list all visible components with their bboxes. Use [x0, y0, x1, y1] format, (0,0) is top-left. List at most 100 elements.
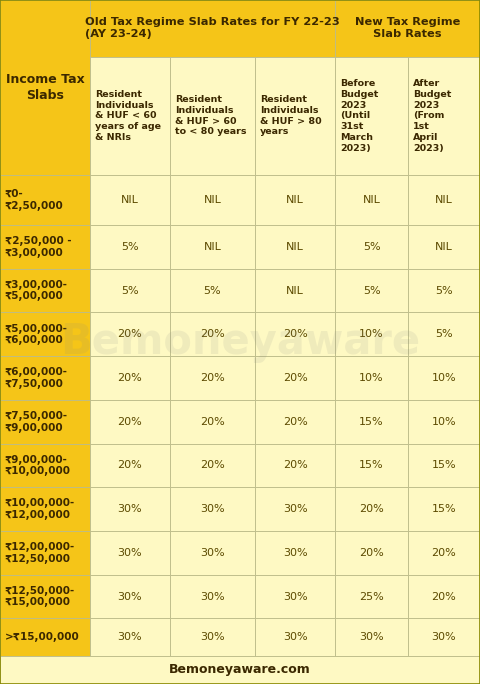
Text: 15%: 15%	[359, 417, 384, 427]
Text: Income Tax
Slabs: Income Tax Slabs	[6, 73, 84, 102]
Bar	[335, 225, 408, 269]
Text: 20%: 20%	[118, 373, 143, 383]
Bar	[0, 269, 90, 313]
Bar	[255, 356, 335, 400]
Bar	[170, 618, 255, 655]
Text: NIL: NIL	[286, 195, 304, 205]
Text: 20%: 20%	[200, 373, 225, 383]
Text: 30%: 30%	[283, 504, 307, 514]
Text: New Tax Regime
Slab Rates: New Tax Regime Slab Rates	[355, 17, 460, 40]
Text: 30%: 30%	[118, 592, 142, 602]
Text: NIL: NIL	[435, 195, 453, 205]
Text: 20%: 20%	[359, 548, 384, 558]
Text: 20%: 20%	[200, 330, 225, 339]
Text: 5%: 5%	[204, 286, 221, 295]
Text: NIL: NIL	[204, 242, 221, 252]
Bar	[170, 175, 255, 225]
Bar	[0, 487, 90, 531]
Text: 30%: 30%	[359, 632, 384, 642]
Bar	[335, 0, 480, 57]
Text: ₹5,00,000-
₹6,00,000: ₹5,00,000- ₹6,00,000	[5, 324, 68, 345]
Text: ₹6,00,000-
₹7,50,000: ₹6,00,000- ₹7,50,000	[5, 367, 68, 389]
Text: 15%: 15%	[359, 460, 384, 471]
Bar	[0, 175, 90, 225]
Text: 5%: 5%	[121, 242, 139, 252]
Bar	[170, 57, 255, 175]
Text: 20%: 20%	[118, 330, 143, 339]
Bar	[0, 531, 90, 575]
Text: 30%: 30%	[118, 632, 142, 642]
Text: 30%: 30%	[200, 632, 225, 642]
Bar	[170, 575, 255, 618]
Text: 20%: 20%	[118, 460, 143, 471]
Text: ₹12,50,000-
₹15,00,000: ₹12,50,000- ₹15,00,000	[5, 586, 75, 607]
Text: 20%: 20%	[283, 460, 307, 471]
Text: 20%: 20%	[283, 330, 307, 339]
Bar	[408, 618, 480, 655]
Text: 30%: 30%	[118, 504, 142, 514]
Text: 5%: 5%	[363, 286, 380, 295]
Bar	[170, 531, 255, 575]
Bar	[170, 356, 255, 400]
Bar	[335, 575, 408, 618]
Bar	[90, 175, 170, 225]
Text: 25%: 25%	[359, 592, 384, 602]
Bar	[408, 487, 480, 531]
Bar	[255, 225, 335, 269]
Text: 30%: 30%	[200, 504, 225, 514]
Text: ₹7,50,000-
₹9,00,000: ₹7,50,000- ₹9,00,000	[5, 411, 68, 432]
Bar	[0, 0, 90, 175]
Bar	[255, 444, 335, 487]
Bar	[255, 313, 335, 356]
Bar	[90, 269, 170, 313]
Text: 30%: 30%	[200, 548, 225, 558]
Bar	[0, 575, 90, 618]
Bar	[170, 225, 255, 269]
Bar	[335, 313, 408, 356]
Text: NIL: NIL	[286, 286, 304, 295]
Bar	[335, 57, 408, 175]
Text: ₹9,00,000-
₹10,00,000: ₹9,00,000- ₹10,00,000	[5, 455, 71, 476]
Text: 20%: 20%	[283, 373, 307, 383]
Text: 20%: 20%	[200, 417, 225, 427]
Bar	[255, 269, 335, 313]
Bar	[408, 269, 480, 313]
Text: Resident
Individuals
& HUF > 60
to < 80 years: Resident Individuals & HUF > 60 to < 80 …	[175, 95, 247, 136]
Bar	[170, 487, 255, 531]
Text: Before
Budget
2023
(Until
31st
March
2023): Before Budget 2023 (Until 31st March 202…	[340, 79, 378, 153]
Bar	[170, 313, 255, 356]
Bar	[90, 575, 170, 618]
Text: 5%: 5%	[363, 242, 380, 252]
Text: 20%: 20%	[359, 504, 384, 514]
Text: ₹0-
₹2,50,000: ₹0- ₹2,50,000	[5, 189, 64, 211]
Bar	[0, 313, 90, 356]
Bar	[90, 0, 335, 57]
Bar	[408, 400, 480, 444]
Bar	[0, 444, 90, 487]
Bar	[335, 444, 408, 487]
Bar	[335, 531, 408, 575]
Bar	[408, 444, 480, 487]
Text: 5%: 5%	[435, 330, 453, 339]
Text: ₹10,00,000-
₹12,00,000: ₹10,00,000- ₹12,00,000	[5, 499, 75, 520]
Bar	[90, 487, 170, 531]
Bar	[335, 487, 408, 531]
Text: 5%: 5%	[435, 286, 453, 295]
Text: NIL: NIL	[204, 195, 221, 205]
Text: 30%: 30%	[118, 548, 142, 558]
Text: Resident
Individuals
& HUF < 60
years of age
& NRIs: Resident Individuals & HUF < 60 years of…	[95, 90, 161, 142]
Text: 10%: 10%	[359, 330, 384, 339]
Bar	[335, 269, 408, 313]
Bar	[408, 175, 480, 225]
Text: NIL: NIL	[286, 242, 304, 252]
Text: NIL: NIL	[435, 242, 453, 252]
Text: Old Tax Regime Slab Rates for FY 22-23
(AY 23-24): Old Tax Regime Slab Rates for FY 22-23 (…	[85, 17, 340, 40]
Bar	[335, 400, 408, 444]
Bar	[255, 57, 335, 175]
Bar	[0, 400, 90, 444]
Text: 30%: 30%	[283, 548, 307, 558]
Bar	[0, 618, 90, 655]
Text: NIL: NIL	[362, 195, 381, 205]
Bar	[0, 356, 90, 400]
Text: 30%: 30%	[200, 592, 225, 602]
